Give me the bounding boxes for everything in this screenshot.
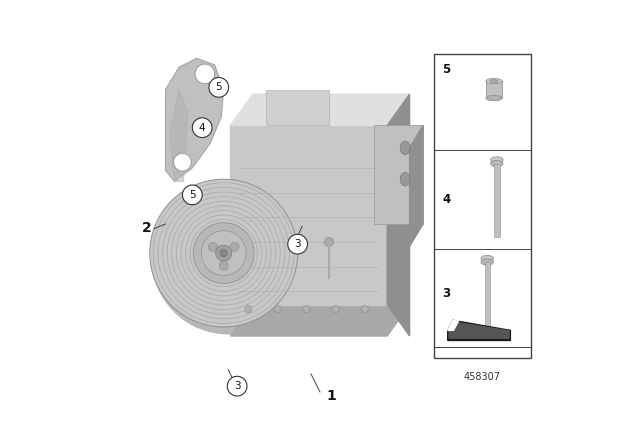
Ellipse shape	[481, 255, 493, 262]
Polygon shape	[410, 125, 423, 246]
Circle shape	[220, 250, 227, 257]
Circle shape	[193, 223, 254, 284]
Circle shape	[274, 306, 281, 313]
Ellipse shape	[491, 160, 503, 167]
Ellipse shape	[152, 181, 305, 334]
Circle shape	[209, 242, 218, 251]
Circle shape	[209, 78, 228, 97]
Circle shape	[173, 153, 191, 171]
Ellipse shape	[491, 157, 503, 163]
Circle shape	[244, 306, 252, 313]
Text: 5: 5	[216, 82, 222, 92]
Bar	[484, 262, 490, 338]
Circle shape	[150, 179, 298, 327]
Polygon shape	[448, 320, 511, 340]
Circle shape	[230, 242, 239, 251]
Text: 5: 5	[442, 63, 451, 76]
Bar	[486, 81, 502, 98]
Ellipse shape	[481, 259, 493, 265]
Ellipse shape	[400, 141, 410, 155]
Circle shape	[361, 306, 369, 313]
Circle shape	[288, 234, 307, 254]
Ellipse shape	[490, 80, 499, 82]
Text: 2: 2	[141, 221, 152, 236]
Polygon shape	[374, 125, 423, 224]
Polygon shape	[170, 90, 188, 181]
Ellipse shape	[400, 172, 410, 186]
Text: 458307: 458307	[464, 372, 501, 382]
Polygon shape	[230, 125, 387, 305]
Bar	[494, 164, 500, 237]
Ellipse shape	[486, 78, 502, 84]
Polygon shape	[448, 320, 459, 331]
Circle shape	[324, 237, 333, 246]
Text: 1: 1	[326, 389, 336, 404]
Circle shape	[219, 261, 228, 270]
Polygon shape	[266, 90, 329, 125]
Polygon shape	[449, 322, 509, 338]
Text: 3: 3	[294, 239, 301, 249]
Circle shape	[227, 376, 247, 396]
Text: 3: 3	[234, 381, 241, 391]
Circle shape	[332, 306, 339, 313]
Polygon shape	[230, 94, 410, 125]
Circle shape	[201, 231, 246, 276]
Polygon shape	[230, 305, 410, 336]
Text: 5: 5	[189, 190, 196, 200]
Polygon shape	[387, 94, 410, 336]
Text: 4: 4	[442, 193, 451, 206]
Polygon shape	[165, 58, 224, 181]
Bar	[435, 54, 531, 358]
Circle shape	[195, 64, 215, 84]
Circle shape	[192, 118, 212, 138]
Circle shape	[182, 185, 202, 205]
Ellipse shape	[486, 95, 502, 101]
Circle shape	[303, 306, 310, 313]
Circle shape	[216, 245, 232, 261]
Text: 3: 3	[442, 287, 451, 300]
Text: 4: 4	[199, 123, 205, 133]
